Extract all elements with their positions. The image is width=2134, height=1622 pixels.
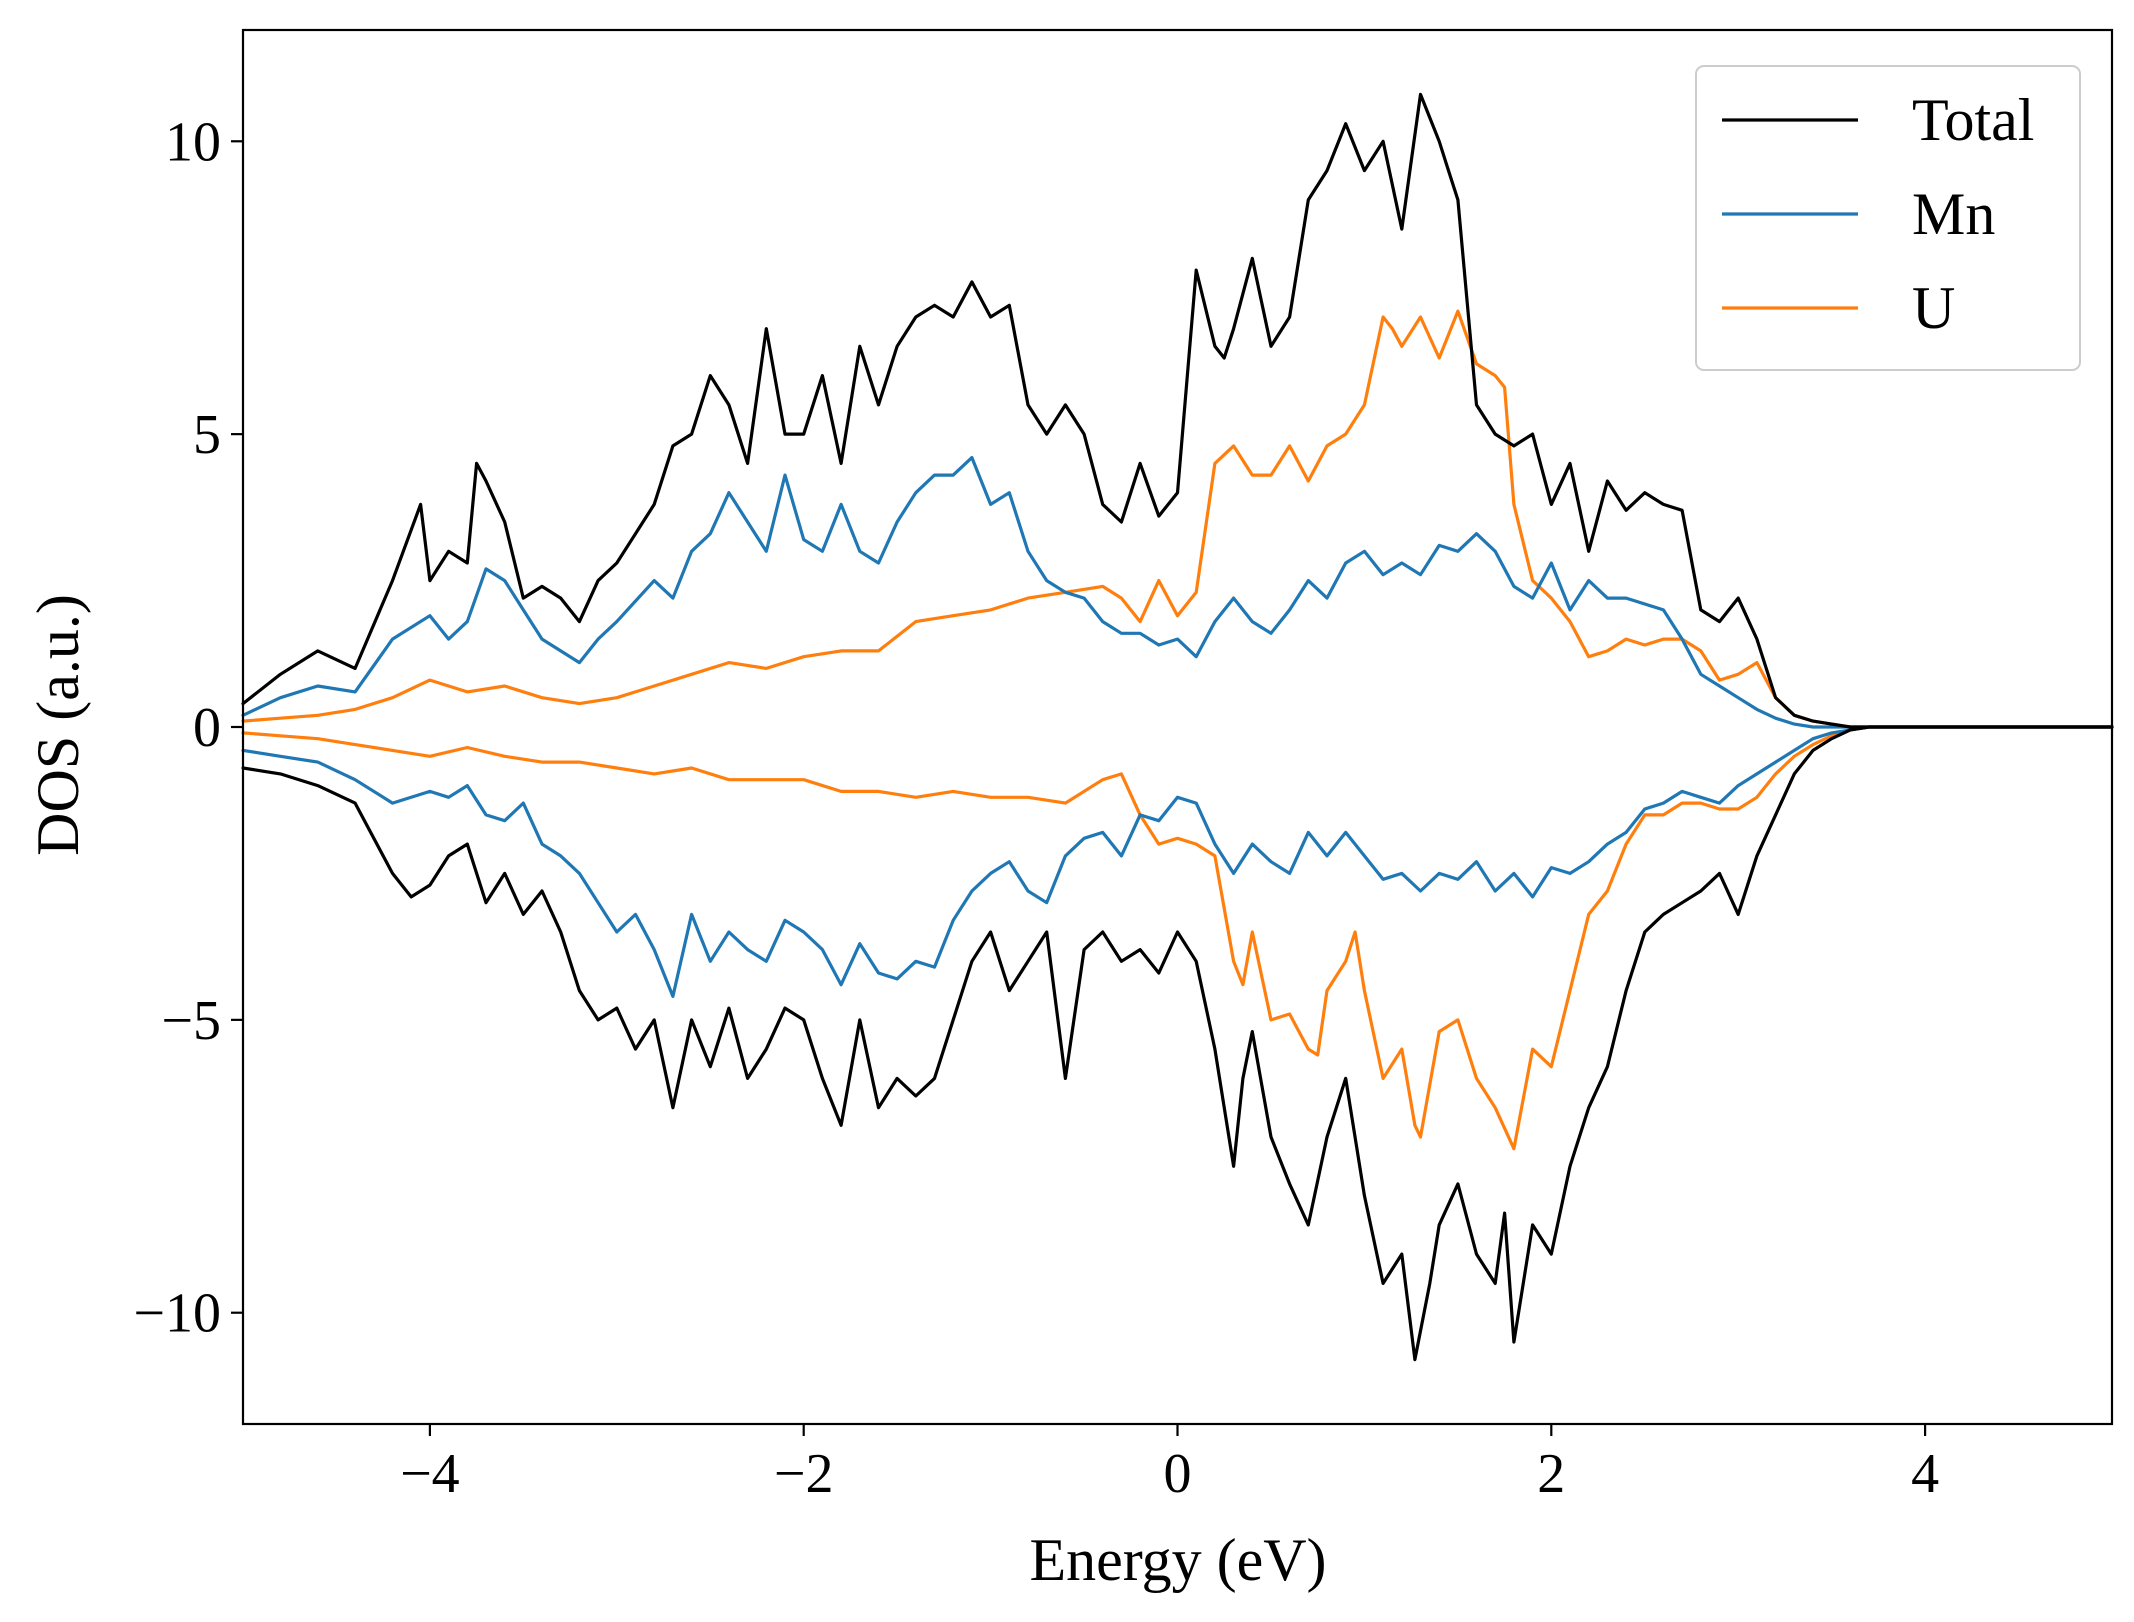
y-tick-label: 10 — [165, 111, 221, 173]
x-axis-label: Energy (eV) — [1029, 1527, 1326, 1593]
series-layer — [241, 92, 2114, 1362]
series-line-total-down — [241, 725, 2114, 1362]
legend-label-mn: Mn — [1912, 181, 1995, 247]
y-tick-label: 5 — [193, 404, 221, 466]
series-line-total-up — [241, 92, 2114, 729]
series-line-mn-up — [241, 456, 2114, 729]
legend-label-u: U — [1912, 275, 1955, 341]
x-tick-label: −2 — [774, 1443, 834, 1505]
axes-layer: −4 −2 0 2 4 −10 −5 0 5 10 — [133, 28, 2114, 1505]
series-line-mn-down — [241, 725, 2114, 998]
y-axis-label: DOS (a.u.) — [25, 594, 91, 856]
y-tick-label: 0 — [193, 697, 221, 759]
x-tick-label: −4 — [400, 1443, 460, 1505]
legend-box — [1695, 65, 2081, 371]
x-tick-label: 0 — [1164, 1443, 1192, 1505]
x-tick-label: 4 — [1911, 1443, 1939, 1505]
y-tick-label: −10 — [133, 1283, 221, 1345]
series-line-u-down — [241, 725, 2114, 1151]
legend-label-total: Total — [1912, 87, 2034, 153]
y-tick-label: −5 — [161, 990, 221, 1052]
x-tick-label: 2 — [1537, 1443, 1565, 1505]
legend: Total Mn U — [1695, 65, 2081, 371]
series-line-u-up — [241, 309, 2114, 729]
